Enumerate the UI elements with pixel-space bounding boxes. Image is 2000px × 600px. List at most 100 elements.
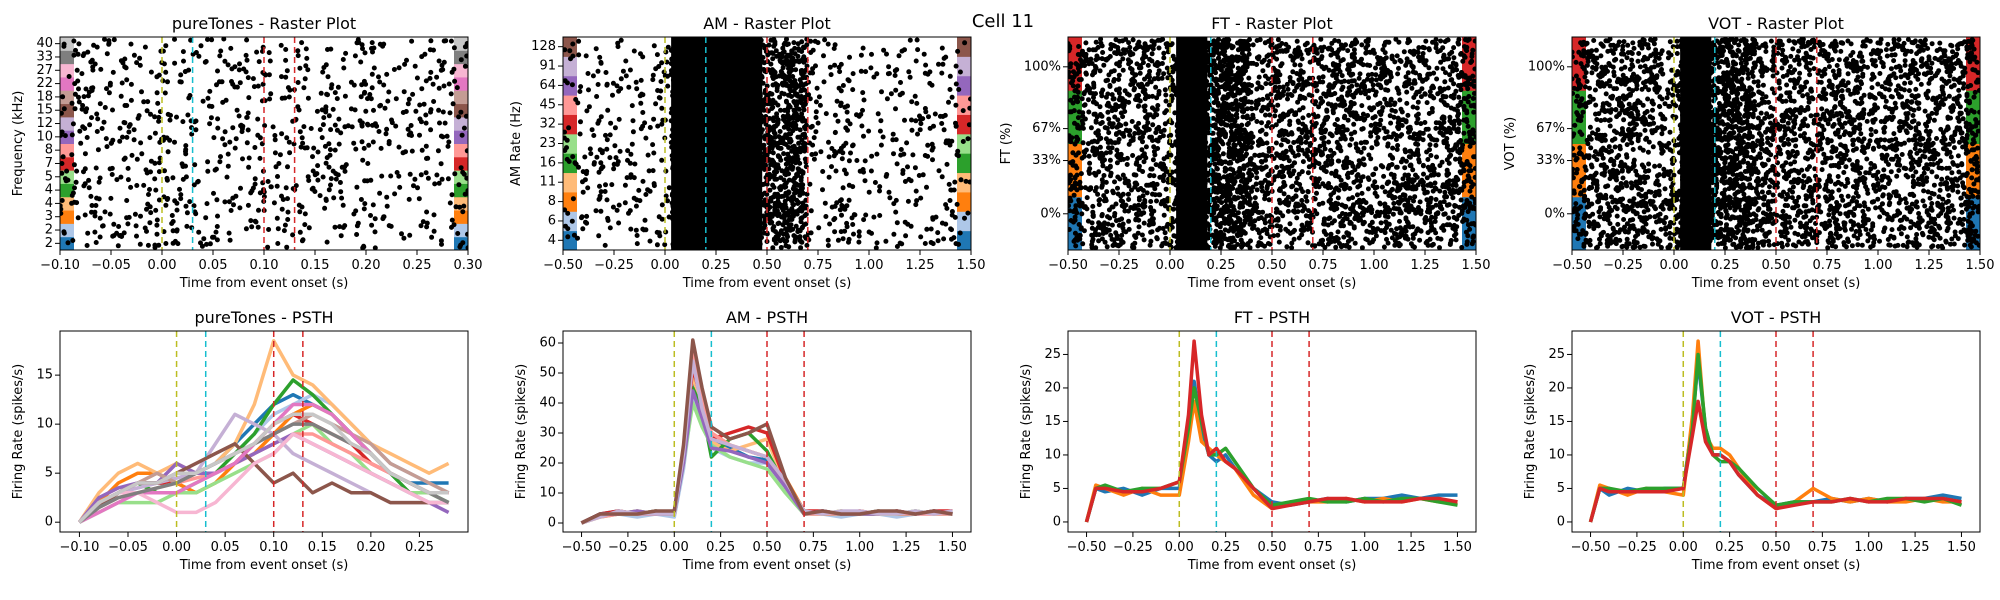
- y-tick-label: 8: [548, 194, 556, 209]
- y-tick-label: 11: [539, 175, 556, 190]
- y-tick-label: 0: [1557, 514, 1565, 529]
- x-tick-label: 0.15: [301, 258, 330, 273]
- condition-strip-left: [60, 116, 74, 131]
- y-tick-label: 20: [1548, 380, 1565, 395]
- y-tick-label: 10: [539, 486, 556, 501]
- x-tick-label: 0.00: [1669, 540, 1698, 555]
- y-tick-label: 10: [36, 129, 53, 144]
- psth-series-line: [1588, 352, 1963, 523]
- psth-panel-pt_psth: pureTones - PSTH −0.10 −0.05 0.00 0.05 0.10 0.…: [11, 308, 469, 573]
- y-tick-label: 50: [539, 366, 556, 381]
- x-axis-label: Time from event onset (s): [682, 276, 852, 291]
- psth-series-line: [78, 412, 449, 524]
- x-tick-label: −0.50: [1552, 258, 1592, 273]
- x-tick-label: −0.50: [562, 540, 602, 555]
- x-axis-label: Time from event onset (s): [1691, 276, 1861, 291]
- x-tick-label: −0.50: [1048, 258, 1088, 273]
- condition-strip-left: [60, 210, 74, 224]
- y-axis-label: Firing Rate (spikes/s): [514, 364, 529, 499]
- x-axis-label: Time from event onset (s): [1187, 276, 1357, 291]
- x-tick-label: −0.50: [543, 258, 583, 273]
- x-tick-label: 0.25: [1715, 540, 1744, 555]
- x-tick-label: 0.00: [660, 540, 689, 555]
- condition-strip-right: [957, 153, 971, 174]
- x-tick-label: −0.25: [594, 258, 634, 273]
- y-tick-label: 0: [548, 516, 556, 531]
- y-tick-label: 30: [539, 426, 556, 441]
- x-tick-label: 0.00: [651, 258, 680, 273]
- y-tick-label: 15: [36, 103, 53, 118]
- subplot-title: pureTones - Raster Plot: [172, 14, 356, 33]
- y-tick-label: 67%: [1032, 121, 1061, 136]
- y-tick-label: 15: [1044, 414, 1061, 429]
- psth-series-line: [1084, 339, 1458, 523]
- x-tick-label: 0.75: [1813, 258, 1842, 273]
- x-tick-label: 0.50: [1762, 258, 1791, 273]
- y-axis-label: VOT (%): [1503, 117, 1518, 170]
- y-tick-label: 4: [45, 196, 53, 211]
- axes-frame: [1067, 330, 1477, 533]
- x-tick-label: 1.25: [892, 540, 921, 555]
- x-tick-label: 1.00: [1864, 258, 1893, 273]
- x-tick-label: 0.50: [1258, 540, 1287, 555]
- y-tick-label: 100%: [1528, 59, 1565, 74]
- condition-strip-right: [957, 191, 971, 212]
- y-axis-label: Firing Rate (spikes/s): [1019, 364, 1034, 499]
- y-tick-label: 5: [1053, 481, 1061, 496]
- x-tick-label: 0.50: [753, 540, 782, 555]
- spike-dots: [1572, 37, 1980, 250]
- y-tick-label: 45: [539, 97, 556, 112]
- x-tick-label: 0.25: [1711, 258, 1740, 273]
- x-tick-label: 1.25: [1915, 258, 1944, 273]
- x-tick-label: −0.25: [1099, 258, 1139, 273]
- x-tick-label: 0.25: [702, 258, 731, 273]
- axes-frame: [59, 330, 469, 533]
- y-tick-label: 23: [539, 136, 556, 151]
- condition-strip-left: [563, 37, 577, 57]
- condition-strip-right: [957, 211, 971, 232]
- y-tick-label: 7: [45, 156, 53, 171]
- condition-strip-left: [60, 63, 74, 78]
- y-tick-label: 15: [1548, 414, 1565, 429]
- condition-strip-right: [957, 37, 971, 57]
- x-tick-label: 0.50: [1762, 540, 1791, 555]
- condition-strip-left: [60, 50, 74, 65]
- x-tick-label: 0.50: [753, 258, 782, 273]
- x-tick-label: 0.00: [1165, 540, 1194, 555]
- x-tick-label: 1.50: [1443, 540, 1472, 555]
- x-tick-label: 1.00: [845, 540, 874, 555]
- x-tick-label: 0.75: [799, 540, 828, 555]
- y-tick-label: 0%: [1040, 206, 1061, 221]
- y-tick-label: 67%: [1536, 121, 1565, 136]
- subplot-title: FT - PSTH: [1234, 308, 1310, 327]
- x-tick-label: 0.05: [211, 540, 240, 555]
- y-axis-label: Firing Rate (spikes/s): [1523, 364, 1538, 499]
- y-tick-label: 128: [531, 39, 556, 54]
- raster-content: [60, 37, 468, 250]
- y-axis-label: AM Rate (Hz): [509, 101, 524, 186]
- y-tick-label: 0: [1053, 514, 1061, 529]
- x-tick-label: 0.20: [352, 258, 381, 273]
- y-tick-label: 0: [45, 515, 53, 530]
- psth-panel-am_psth: AM - PSTH −0.50 −0.25 0.00 0.25 0.50 0.75 1.00 1…: [514, 308, 972, 573]
- x-tick-label: 1.50: [1966, 258, 1995, 273]
- y-tick-label: 60: [539, 336, 556, 351]
- x-tick-label: 1.00: [1350, 540, 1379, 555]
- y-tick-label: 40: [539, 396, 556, 411]
- x-tick-label: −0.10: [60, 540, 100, 555]
- raster-panel-pt_raster: pureTones - Raster Plot −0.10 −0.05 0.00 0.0…: [11, 14, 482, 291]
- axes-frame: [1571, 330, 1981, 533]
- condition-strip-right: [454, 156, 468, 171]
- x-axis-label: Time from event onset (s): [179, 558, 349, 573]
- x-tick-label: 1.00: [855, 258, 884, 273]
- condition-strip-left: [563, 56, 577, 77]
- axes-frame: [59, 36, 469, 251]
- raster-panel-vot_raster: VOT - Raster Plot −0.50 −0.25 0.00 0.25 0.50 0…: [1503, 14, 1994, 291]
- condition-strip-right: [957, 114, 971, 135]
- condition-strip-right: [1966, 37, 1980, 91]
- condition-strip-right: [957, 95, 971, 115]
- spike-dots: [563, 37, 971, 250]
- y-tick-label: 3: [45, 209, 53, 224]
- subplot-title: pureTones - PSTH: [194, 308, 333, 327]
- axes-frame: [1067, 36, 1477, 251]
